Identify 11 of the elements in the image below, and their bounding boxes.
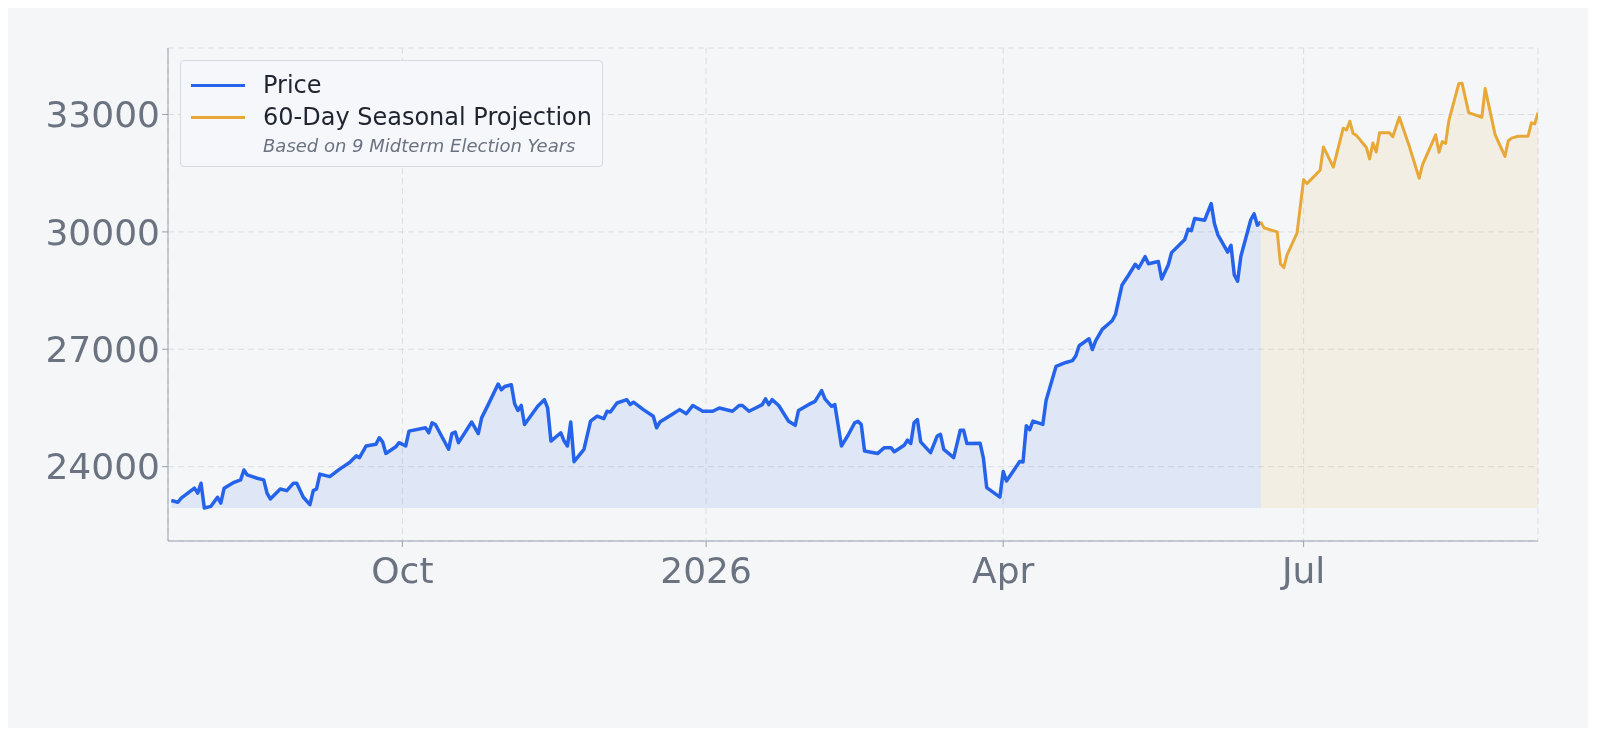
y-tick-label: 27000 xyxy=(45,329,160,371)
x-tick-label: 2026 xyxy=(660,549,752,591)
y-tick-label: 24000 xyxy=(45,446,160,488)
x-tick-label: Apr xyxy=(972,549,1035,591)
x-tick-label: Oct xyxy=(371,549,434,591)
legend-label: Price xyxy=(263,71,322,99)
y-tick-label: 33000 xyxy=(45,94,160,136)
legend-label: 60-Day Seasonal Projection xyxy=(263,103,593,131)
y-tick-label: 30000 xyxy=(45,211,160,253)
x-tick-label: Jul xyxy=(1279,549,1326,591)
annotation: Based on 9 Midterm Election Years xyxy=(263,135,577,156)
